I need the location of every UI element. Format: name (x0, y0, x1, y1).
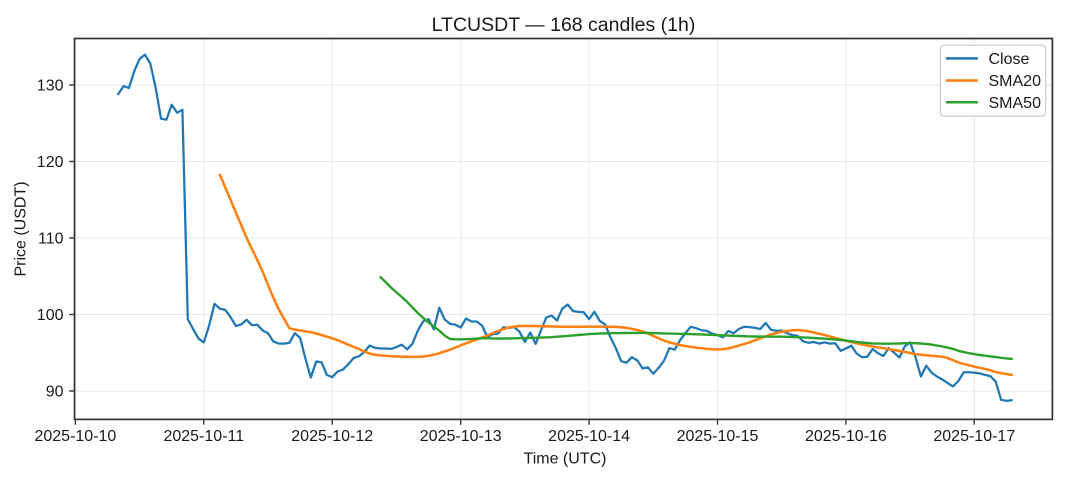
svg-text:90: 90 (46, 384, 64, 401)
svg-text:2025-10-11: 2025-10-11 (163, 428, 244, 445)
svg-text:2025-10-13: 2025-10-13 (420, 428, 502, 445)
svg-text:2025-10-12: 2025-10-12 (291, 428, 373, 445)
svg-text:Price (USDT): Price (USDT) (13, 181, 30, 276)
svg-text:2025-10-16: 2025-10-16 (805, 428, 887, 445)
svg-text:100: 100 (37, 307, 64, 324)
svg-text:Time (UTC): Time (UTC) (524, 451, 607, 468)
svg-text:SMA50: SMA50 (989, 95, 1042, 112)
svg-text:Close: Close (989, 51, 1030, 68)
svg-text:LTCUSDT — 168 candles (1h): LTCUSDT — 168 candles (1h) (432, 14, 696, 36)
svg-text:2025-10-10: 2025-10-10 (34, 428, 116, 445)
svg-text:110: 110 (38, 231, 64, 248)
svg-text:120: 120 (37, 154, 64, 171)
svg-text:2025-10-15: 2025-10-15 (677, 428, 759, 445)
svg-text:130: 130 (37, 78, 64, 95)
svg-text:2025-10-17: 2025-10-17 (933, 428, 1015, 445)
svg-text:SMA20: SMA20 (989, 73, 1042, 90)
svg-text:2025-10-14: 2025-10-14 (548, 428, 630, 445)
